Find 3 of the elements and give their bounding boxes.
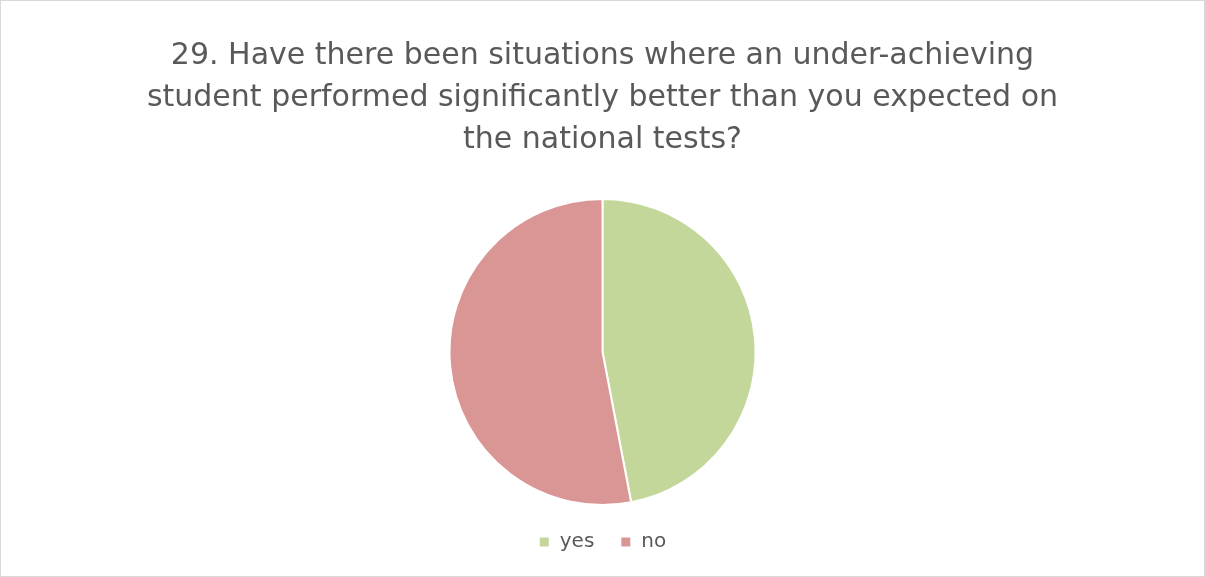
chart-title: 29. Have there been situations where an under-achieving student performed significantly better than you expected on the national tests? [145, 35, 1060, 157]
legend-label: no [641, 528, 667, 553]
legend-label: yes [559, 528, 595, 553]
